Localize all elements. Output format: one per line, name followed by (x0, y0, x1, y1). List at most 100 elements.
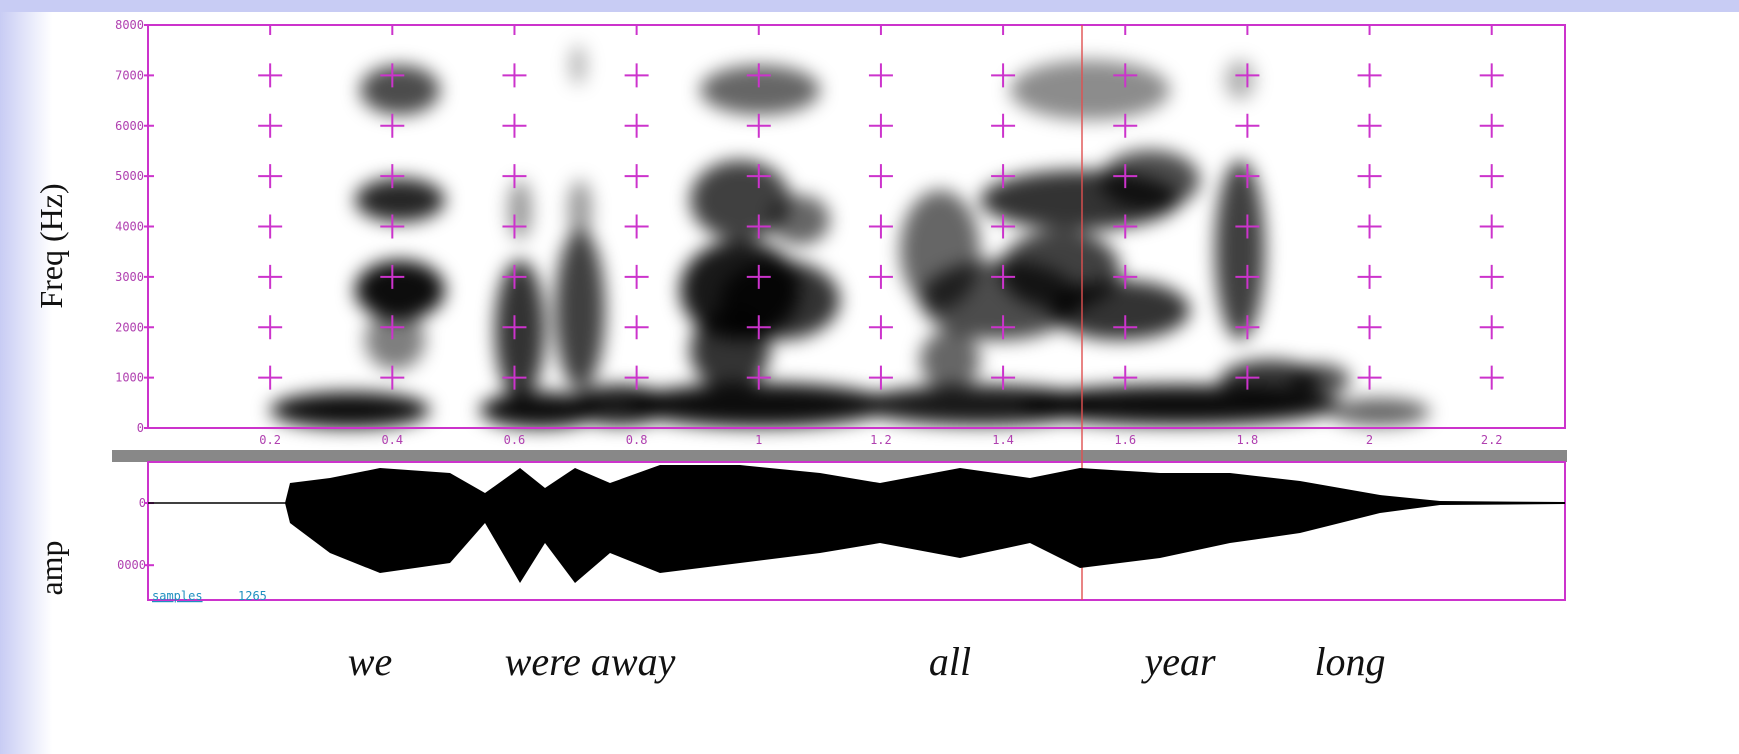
grid-cross (1479, 365, 1504, 390)
energy-blob (365, 310, 425, 370)
grid-cross (1113, 164, 1138, 189)
y-tick-label: 1000 (115, 371, 144, 385)
grid-cross (1479, 113, 1504, 138)
grid-cross (258, 113, 283, 138)
grid-cross (258, 164, 283, 189)
y-axis-label: Freq (Hz) (33, 183, 69, 308)
grid-cross (380, 164, 405, 189)
grid-cross (1113, 113, 1138, 138)
grid-cross (991, 315, 1016, 340)
x-tick-label: 2 (1366, 433, 1373, 447)
grid-cross (380, 214, 405, 239)
energy-blob (1290, 364, 1350, 396)
grid-cross (991, 214, 1016, 239)
grid-cross (624, 214, 649, 239)
energy-blob (690, 310, 770, 390)
grid-cross (380, 365, 405, 390)
energy-blob (355, 178, 445, 222)
grid-cross (1357, 113, 1382, 138)
status-label: samples (152, 589, 203, 603)
energy-blob (860, 385, 1100, 425)
grid-cross (1357, 63, 1382, 88)
grid-cross (258, 214, 283, 239)
energy-blob (495, 260, 545, 400)
grid-cross (1235, 63, 1260, 88)
grid-cross (1235, 315, 1260, 340)
grid-cross (1235, 214, 1260, 239)
grid-cross (1357, 315, 1382, 340)
grid-cross (1113, 214, 1138, 239)
top-border (0, 0, 1739, 12)
grid-cross (624, 63, 649, 88)
y-tick-label: 0000 (117, 558, 146, 572)
grid-cross (1113, 63, 1138, 88)
grid-cross (868, 315, 893, 340)
grid-cross (258, 264, 283, 289)
waveform-envelope (285, 465, 1565, 584)
energy-blob (690, 160, 790, 240)
transcript-word: all (929, 639, 971, 684)
x-tick-label: 1.4 (992, 433, 1014, 447)
energy-blob (555, 230, 605, 390)
energy-blob (1100, 150, 1200, 210)
grid-cross (746, 214, 771, 239)
energy-blob (1225, 60, 1255, 100)
grid-cross (868, 63, 893, 88)
grid-cross (380, 264, 405, 289)
grid-cross (1235, 164, 1260, 189)
waveform-frame (147, 461, 1566, 601)
grid-cross (258, 63, 283, 88)
x-tick-label: 1.8 (1237, 433, 1259, 447)
grid-cross (746, 264, 771, 289)
grid-cross (991, 164, 1016, 189)
y-tick-label: 8000 (115, 18, 144, 32)
energy-blob (920, 330, 980, 390)
grid-cross (1357, 365, 1382, 390)
transcript-word: long (1314, 639, 1385, 684)
grid-cross (746, 63, 771, 88)
grid-cross (1357, 164, 1382, 189)
energy-blob (770, 195, 830, 245)
transcript-word: we (348, 639, 392, 684)
energy-blob (570, 45, 586, 85)
y-tick-label: 2000 (115, 320, 144, 334)
grid-cross (1357, 214, 1382, 239)
energy-blob (700, 65, 820, 115)
energy-blob (1220, 360, 1320, 400)
grid-cross (746, 164, 771, 189)
grid-cross (502, 365, 527, 390)
grid-cross (746, 365, 771, 390)
grid-cross (991, 63, 1016, 88)
grid-cross (868, 164, 893, 189)
status-value: 1265 (238, 589, 267, 603)
grid-cross (258, 365, 283, 390)
grid-cross (1479, 264, 1504, 289)
grid-cross (1235, 113, 1260, 138)
grid-cross (502, 113, 527, 138)
x-tick-label: 2.2 (1481, 433, 1503, 447)
grid-cross (991, 365, 1016, 390)
grid-cross (624, 164, 649, 189)
grid-cross (624, 113, 649, 138)
energy-blob (1050, 280, 1190, 340)
grid-cross (1479, 214, 1504, 239)
grid-cross (502, 264, 527, 289)
transcript-word: were away (505, 639, 676, 684)
panel-divider (112, 450, 1567, 462)
x-tick-label: 0.4 (381, 433, 403, 447)
y-tick-label: 5000 (115, 169, 144, 183)
grid-cross (502, 164, 527, 189)
grid-cross (1235, 365, 1260, 390)
grid-cross (991, 264, 1016, 289)
grid-cross (380, 113, 405, 138)
grid-cross (868, 113, 893, 138)
x-tick-label: 0.6 (504, 433, 526, 447)
grid-cross (502, 63, 527, 88)
grid-cross (624, 365, 649, 390)
grid-cross (380, 63, 405, 88)
grid-cross (991, 113, 1016, 138)
energy-blob (630, 383, 890, 427)
y-tick-label: 4000 (115, 220, 144, 234)
y-tick-label: 7000 (115, 68, 144, 82)
grid-cross (1357, 264, 1382, 289)
